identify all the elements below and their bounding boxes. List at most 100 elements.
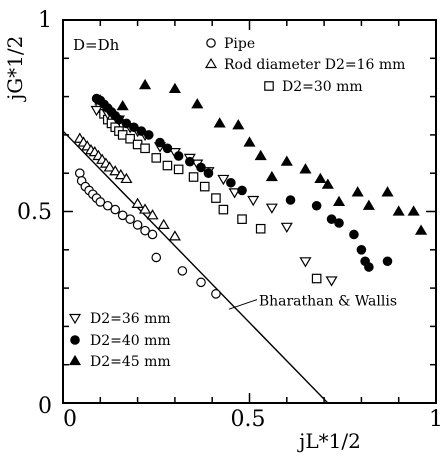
legend-marker-3: [68, 313, 82, 325]
series-0-point: [196, 277, 206, 288]
legend-label-1: Rod diameter D2=16 mm: [224, 57, 405, 73]
series-3-point: [217, 174, 230, 186]
x-tick-label-1: 1: [429, 407, 443, 432]
series-4-point: [143, 130, 154, 140]
bharathan-wallis-label: Bharathan & Wallis: [259, 293, 397, 309]
series-2-point: [211, 193, 221, 203]
series-3-point: [90, 105, 103, 117]
series-3-point: [247, 195, 260, 207]
series-2-point: [125, 133, 135, 144]
series-4-point: [114, 114, 124, 125]
series-0-point: [211, 289, 221, 299]
series-3-point: [228, 188, 241, 199]
series-5-point: [254, 149, 267, 161]
bharathan-wallis-line: [62, 130, 329, 404]
series-5-point: [332, 195, 346, 207]
series-5-point: [314, 172, 327, 184]
series-3-point: [280, 222, 293, 234]
series-5-point: [265, 170, 278, 182]
series-1-point: [131, 197, 144, 208]
series-4-point: [185, 156, 195, 167]
series-5-point: [232, 119, 245, 130]
series-4-point: [311, 200, 322, 211]
series-5-point: [415, 224, 428, 235]
series-5-point: [351, 186, 364, 197]
series-3-point: [299, 257, 312, 268]
series-4-point: [136, 126, 147, 136]
series-0-point: [117, 210, 128, 221]
series-0-point: [95, 197, 106, 207]
marks: [73, 78, 428, 299]
series-2-point: [199, 181, 210, 192]
y-axis-label: jG*1/2: [3, 36, 27, 102]
series-3-point: [265, 203, 278, 214]
legend-label-2: D2=30 mm: [282, 79, 363, 95]
legend-label-3: D2=36 mm: [90, 311, 171, 327]
series-5-point: [168, 82, 181, 94]
series-4-point: [173, 151, 184, 161]
series-1-point: [139, 203, 152, 214]
legend-top: Pipe Rod diameter D2=16 mm D2=30 mm: [204, 36, 405, 95]
series-4-point: [162, 143, 173, 154]
series-5-point: [243, 136, 256, 147]
series-2-point: [255, 223, 266, 234]
series-0-point: [125, 214, 135, 224]
series-2-point: [188, 172, 199, 182]
legend-marker-2: [264, 81, 274, 91]
series-5-point: [139, 78, 152, 90]
bharathan-wallis-leader: [228, 299, 258, 310]
series-1-point: [103, 161, 116, 172]
series-5-point: [392, 205, 405, 216]
series-0-point: [140, 225, 150, 236]
series-3-point: [325, 276, 338, 287]
series-4-point: [203, 168, 214, 178]
series-0-point: [110, 204, 121, 215]
series-0-point: [177, 266, 188, 276]
series-1-point: [146, 209, 159, 220]
series-4-point: [326, 214, 337, 224]
series-1-point: [114, 168, 127, 180]
ticks: [62, 19, 437, 404]
x-tick-label-0: 0: [63, 407, 77, 432]
legend-marker-5: [68, 354, 82, 366]
series-4-point: [382, 256, 393, 267]
y-tick-label-1: 1: [38, 8, 52, 33]
legend-bottom: D2=36 mm D2=40 mm D2=45 mm: [68, 311, 171, 370]
series-1-point: [157, 218, 170, 230]
series-5-point: [213, 117, 226, 128]
series-4-point: [356, 245, 367, 255]
fit-line-layer: Bharathan & Wallis: [62, 130, 397, 404]
series-5-point: [94, 94, 107, 105]
series-5-point: [116, 99, 129, 111]
series-5-point: [407, 205, 420, 216]
series-4-point: [364, 262, 374, 272]
series-0-point: [132, 220, 143, 230]
series-4-point: [155, 137, 165, 148]
series-5-point: [381, 186, 394, 197]
series-4-point: [349, 229, 359, 240]
series-4-point: [285, 195, 296, 205]
series-4-point: [334, 218, 344, 228]
series-5-point: [362, 199, 375, 210]
series-1-point: [120, 172, 133, 184]
series-0-point: [74, 168, 85, 178]
series-5-point: [299, 163, 312, 174]
x-tick-label-0.5: 0.5: [231, 407, 266, 432]
series-5-point: [191, 98, 204, 109]
y-tick-label-0: 0: [38, 394, 52, 419]
series-4-point: [121, 118, 132, 129]
series-2-point: [173, 164, 184, 175]
series-2-point: [218, 204, 229, 215]
legend-label-5: D2=45 mm: [90, 354, 171, 370]
series-4-point: [129, 122, 139, 133]
series-0-point: [147, 229, 158, 240]
x-axis-label: jL*1/2: [297, 429, 361, 453]
series-1-point: [109, 165, 122, 176]
legend-label-0: Pipe: [224, 36, 255, 52]
series-0-point: [102, 200, 113, 211]
series-2-point: [237, 214, 247, 224]
condition-text: D=Dh: [73, 36, 120, 54]
series-1-point: [168, 230, 181, 241]
series-5-point: [280, 155, 293, 166]
